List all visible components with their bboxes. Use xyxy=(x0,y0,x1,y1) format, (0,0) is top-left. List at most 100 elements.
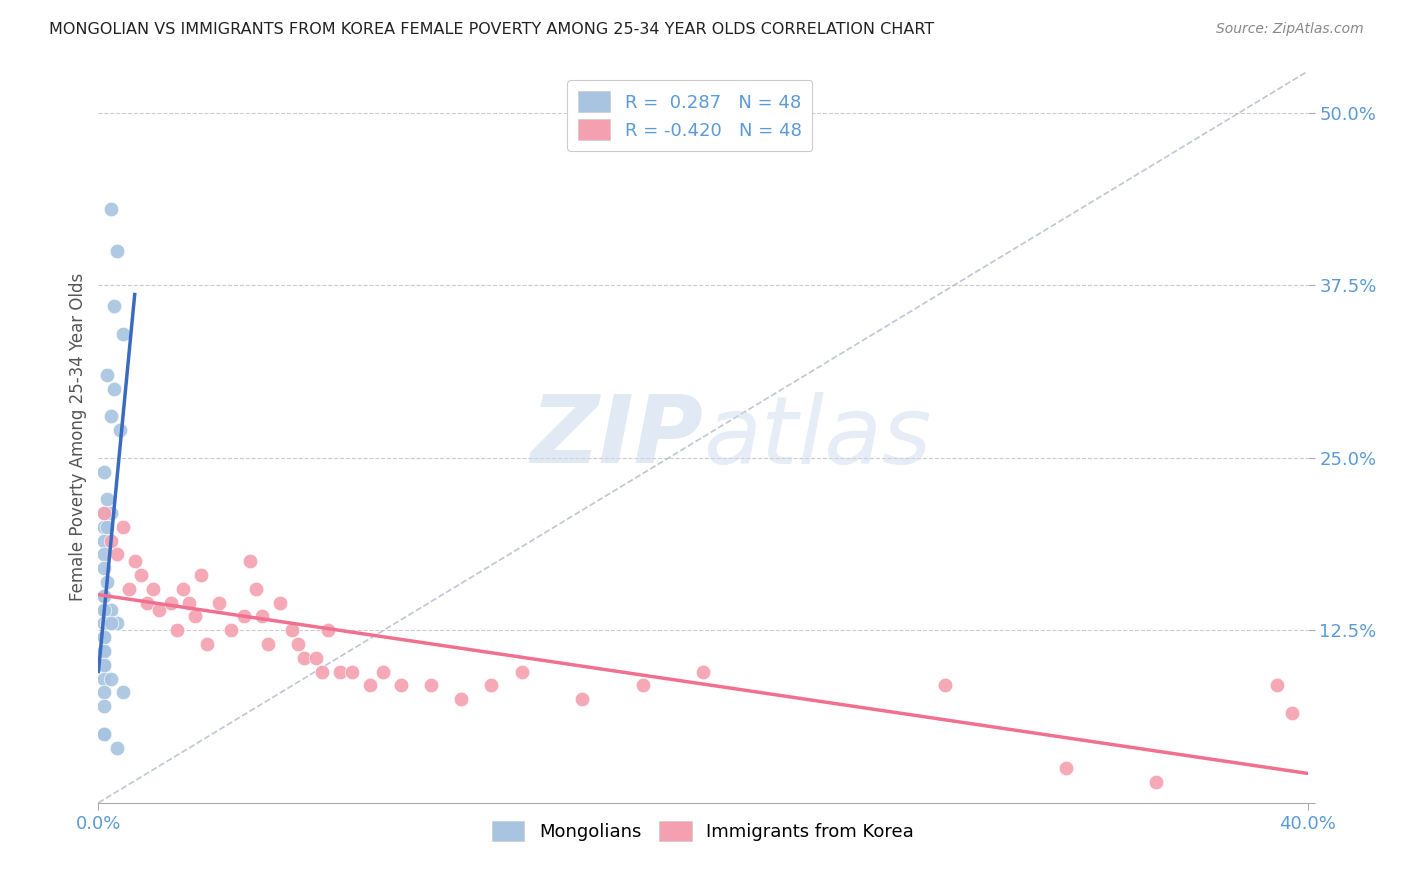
Point xyxy=(93,548,115,562)
Point xyxy=(389,678,412,692)
Point xyxy=(371,665,394,679)
Point xyxy=(96,520,118,534)
Point xyxy=(103,299,125,313)
Point xyxy=(93,589,115,603)
Point xyxy=(245,582,267,596)
Point xyxy=(135,596,157,610)
Point xyxy=(129,568,152,582)
Point xyxy=(316,624,339,638)
Point xyxy=(342,665,364,679)
Point xyxy=(93,630,115,644)
Text: ZIP: ZIP xyxy=(530,391,703,483)
Text: MONGOLIAN VS IMMIGRANTS FROM KOREA FEMALE POVERTY AMONG 25-34 YEAR OLDS CORRELAT: MONGOLIAN VS IMMIGRANTS FROM KOREA FEMAL… xyxy=(49,22,935,37)
Point xyxy=(420,678,443,692)
Point xyxy=(93,699,115,714)
Point xyxy=(103,382,125,396)
Point xyxy=(96,492,118,507)
Point xyxy=(93,644,115,658)
Text: Source: ZipAtlas.com: Source: ZipAtlas.com xyxy=(1216,22,1364,37)
Point xyxy=(93,616,115,631)
Point xyxy=(111,685,134,699)
Point xyxy=(111,326,134,341)
Point xyxy=(96,616,118,631)
Point xyxy=(93,602,115,616)
Point xyxy=(287,637,309,651)
Point xyxy=(100,202,122,217)
Point xyxy=(96,574,118,589)
Point xyxy=(93,465,115,479)
Point xyxy=(93,520,115,534)
Point xyxy=(1054,761,1077,775)
Point xyxy=(160,596,183,610)
Point xyxy=(292,651,315,665)
Point xyxy=(93,506,115,520)
Point xyxy=(360,678,382,692)
Y-axis label: Female Poverty Among 25-34 Year Olds: Female Poverty Among 25-34 Year Olds xyxy=(69,273,87,601)
Point xyxy=(100,602,122,616)
Point xyxy=(105,548,128,562)
Point xyxy=(93,589,115,603)
Point xyxy=(108,423,131,437)
Point xyxy=(93,657,115,672)
Point xyxy=(329,665,352,679)
Point xyxy=(481,678,503,692)
Point xyxy=(221,624,243,638)
Point xyxy=(93,506,115,520)
Point xyxy=(93,561,115,575)
Point xyxy=(208,596,231,610)
Point xyxy=(1144,775,1167,789)
Point xyxy=(93,657,115,672)
Point xyxy=(269,596,291,610)
Point xyxy=(239,554,262,568)
Point xyxy=(93,727,115,741)
Point xyxy=(93,644,115,658)
Point xyxy=(93,602,115,616)
Point xyxy=(172,582,194,596)
Point xyxy=(256,637,278,651)
Point xyxy=(148,602,170,616)
Point xyxy=(281,624,304,638)
Point xyxy=(105,740,128,755)
Point xyxy=(96,602,118,616)
Point xyxy=(96,368,118,382)
Point xyxy=(93,602,115,616)
Point xyxy=(232,609,254,624)
Point xyxy=(311,665,333,679)
Point xyxy=(93,644,115,658)
Point xyxy=(93,672,115,686)
Point xyxy=(105,244,128,258)
Point xyxy=(100,533,122,548)
Point xyxy=(190,568,212,582)
Point xyxy=(250,609,273,624)
Point xyxy=(93,685,115,699)
Text: atlas: atlas xyxy=(703,392,931,483)
Point xyxy=(93,727,115,741)
Point xyxy=(93,630,115,644)
Point xyxy=(184,609,207,624)
Point xyxy=(166,624,188,638)
Point xyxy=(111,520,134,534)
Point xyxy=(142,582,165,596)
Point xyxy=(1281,706,1303,720)
Point xyxy=(100,672,122,686)
Point xyxy=(692,665,714,679)
Point xyxy=(450,692,472,706)
Point xyxy=(93,657,115,672)
Point xyxy=(1267,678,1289,692)
Point xyxy=(93,657,115,672)
Point xyxy=(93,616,115,631)
Point xyxy=(631,678,654,692)
Point xyxy=(105,616,128,631)
Point xyxy=(93,630,115,644)
Legend: Mongolians, Immigrants from Korea: Mongolians, Immigrants from Korea xyxy=(485,814,921,848)
Point xyxy=(510,665,533,679)
Point xyxy=(93,533,115,548)
Point xyxy=(305,651,328,665)
Point xyxy=(100,409,122,424)
Point xyxy=(118,582,141,596)
Point xyxy=(179,596,201,610)
Point xyxy=(124,554,146,568)
Point xyxy=(100,506,122,520)
Point xyxy=(100,616,122,631)
Point xyxy=(571,692,593,706)
